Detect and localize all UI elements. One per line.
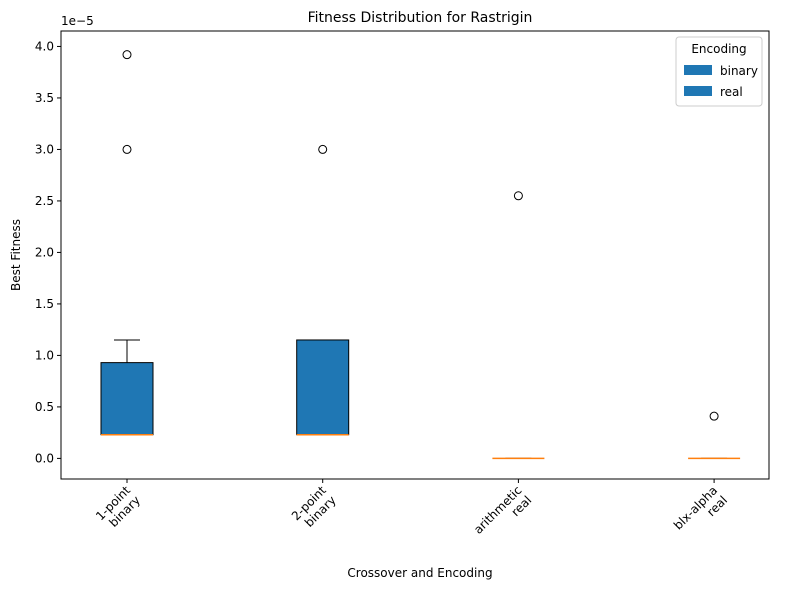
y-tick-label: 0.5 [35, 400, 54, 414]
legend-swatch [684, 65, 712, 75]
y-tick-label: 1.0 [35, 348, 54, 362]
box-body [100, 362, 154, 436]
y-tick-label: 2.0 [35, 245, 54, 259]
y-tick-label: 3.0 [35, 142, 54, 156]
y-tick-label: 0.0 [35, 451, 54, 465]
plot-frame [60, 30, 770, 480]
y-offset-label: 1e−5 [61, 14, 94, 28]
legend-title: Encoding [691, 42, 746, 56]
legend-label: binary [720, 64, 758, 78]
legend: Encoding binary real [675, 36, 763, 107]
chart-title: Fitness Distribution for Rastrigin [308, 10, 533, 26]
y-tick-label: 4.0 [35, 39, 54, 53]
y-tick-label: 2.5 [35, 194, 54, 208]
outlier-point [513, 191, 523, 201]
box-body [296, 339, 350, 436]
outlier-point [122, 50, 132, 60]
legend-label: real [720, 85, 743, 99]
x-axis-label: Crossover and Encoding [347, 566, 492, 580]
outlier-point [318, 144, 328, 154]
y-tick-label: 1.5 [35, 297, 54, 311]
outlier-point [122, 144, 132, 154]
y-axis-label: Best Fitness [9, 219, 23, 291]
outlier-point [709, 411, 719, 421]
legend-swatch [684, 86, 712, 96]
y-tick-label: 3.5 [35, 91, 54, 105]
